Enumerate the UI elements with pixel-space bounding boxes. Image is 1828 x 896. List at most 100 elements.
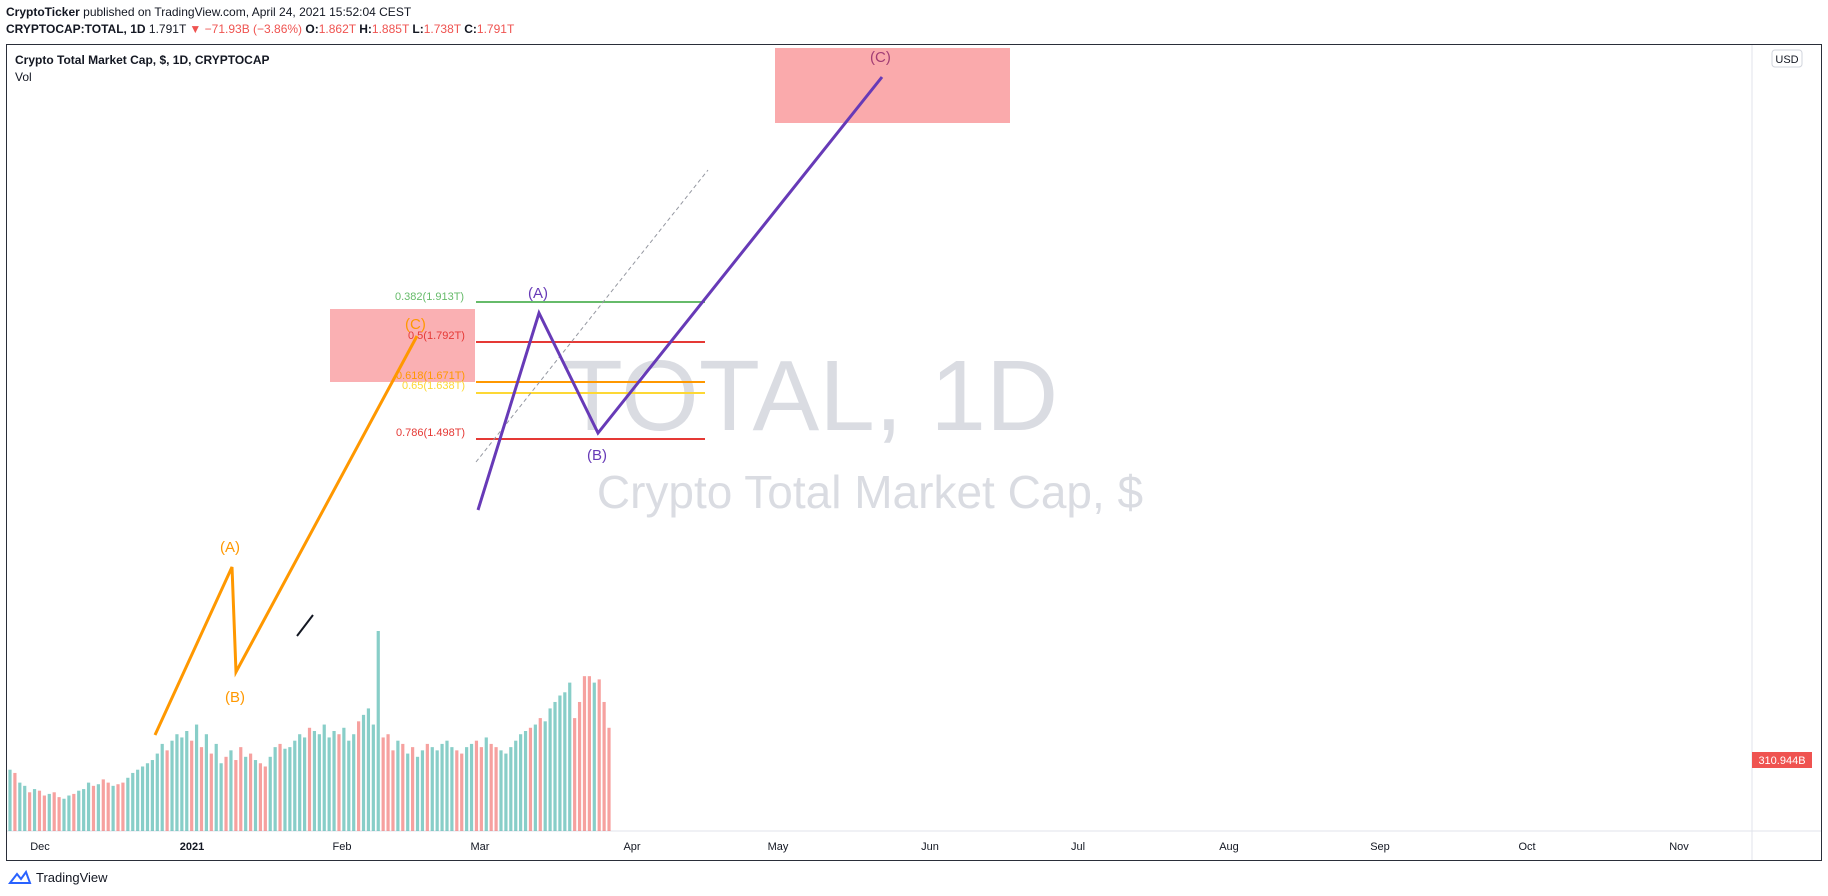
- volume-bar: [489, 743, 493, 831]
- high-value: 1.885T: [371, 22, 410, 36]
- time-tick-label: Mar: [471, 841, 490, 853]
- purple-wave-path[interactable]: [476, 76, 884, 511]
- volume-bar: [273, 747, 277, 831]
- volume-bar: [293, 740, 297, 831]
- volume-bar: [234, 760, 238, 831]
- volume-bar: [175, 734, 179, 831]
- volume-bar: [268, 756, 272, 831]
- volume-bar: [42, 795, 46, 831]
- time-tick-label: Jun: [921, 841, 939, 853]
- volume-bar: [504, 753, 508, 831]
- volume-bar: [337, 734, 341, 831]
- volume-bar: [553, 701, 557, 831]
- volume-bar: [82, 789, 86, 831]
- time-tick-label: Dec: [30, 841, 50, 853]
- fib-zone[interactable]: [330, 309, 475, 382]
- volume-bar: [435, 750, 439, 831]
- volume-bar: [199, 747, 204, 831]
- symbol-line: CRYPTOCAP:TOTAL, 1D: [6, 22, 146, 36]
- volume-bar: [484, 737, 488, 831]
- fib-label-0786: 0.786(1.498T): [396, 427, 465, 439]
- volume-bar: [597, 679, 601, 831]
- volume-bar: [224, 756, 228, 831]
- volume-bar: [106, 782, 110, 831]
- volume-bar: [190, 740, 194, 831]
- volume-bar: [357, 721, 361, 831]
- volume-bar: [352, 734, 356, 831]
- currency-button[interactable]: [1771, 49, 1803, 68]
- volume-bar: [32, 789, 37, 831]
- volume-bar: [278, 743, 282, 831]
- purple-wave-b: (B): [587, 447, 607, 464]
- volume-bar: [116, 784, 120, 831]
- volume-bar: [253, 760, 258, 831]
- volume-bar: [460, 753, 464, 831]
- volume-bar: [386, 734, 390, 831]
- volume-bar: [558, 695, 562, 831]
- volume-bar: [194, 724, 199, 831]
- volume-bar: [150, 760, 154, 831]
- volume-bar: [180, 737, 184, 831]
- volume-bar: [126, 777, 130, 831]
- volume-bar: [160, 743, 164, 831]
- volume-bar: [96, 784, 100, 831]
- volume-bar: [543, 721, 547, 831]
- volume-bar: [263, 766, 267, 831]
- volume-bar: [538, 718, 542, 831]
- volume-bar: [401, 743, 405, 831]
- volume-bar: [514, 740, 518, 831]
- volume-bar: [582, 676, 587, 831]
- volume-bar: [283, 748, 287, 831]
- volume-bar: [371, 724, 375, 831]
- volume-bar: [420, 750, 425, 831]
- volume-tag: [1752, 752, 1812, 768]
- orange-wave-path[interactable]: [153, 335, 419, 736]
- volume-bar: [465, 747, 469, 831]
- watermark-name: Crypto Total Market Cap, $: [597, 466, 1143, 518]
- close-value: 1.791T: [476, 22, 515, 36]
- volume-bar: [77, 790, 81, 831]
- volume-bar: [239, 747, 243, 831]
- volume-bar: [57, 797, 61, 831]
- volume-bar: [317, 734, 321, 831]
- fib-label-05: 0.5(1.792T): [408, 330, 465, 342]
- author-name[interactable]: CryptoTicker: [6, 5, 80, 19]
- volume-bar: [13, 772, 17, 831]
- purple-wave-a: (A): [528, 285, 548, 302]
- target-zone-c[interactable]: [775, 48, 1010, 123]
- change-arrow-icon: ▼: [189, 22, 202, 36]
- volume-bars: [8, 631, 611, 831]
- volume-bar: [361, 714, 366, 831]
- volume-bar: [548, 708, 552, 831]
- tradingview-footer[interactable]: TradingView: [8, 869, 108, 885]
- volume-bar: [528, 727, 533, 831]
- legend-vol[interactable]: Vol: [15, 70, 32, 84]
- volume-bar: [209, 753, 213, 831]
- volume-bar: [494, 747, 498, 831]
- chart-frame: [6, 44, 1822, 861]
- volume-bar: [229, 750, 233, 831]
- watermark-symbol: TOTAL, 1D: [562, 340, 1058, 452]
- volume-bar: [185, 731, 189, 831]
- time-tick-label: Oct: [1518, 841, 1535, 853]
- volume-bar: [573, 718, 577, 831]
- legend-title[interactable]: Crypto Total Market Cap, $, 1D, CRYPTOCA…: [15, 53, 270, 67]
- volume-bar: [391, 750, 395, 831]
- volume-bar: [322, 724, 326, 831]
- volume-bar: [101, 779, 105, 831]
- volume-bar: [244, 756, 248, 831]
- volume-bar: [607, 727, 611, 831]
- volume-bar: [342, 727, 346, 831]
- change-value: −71.93B (−3.86%): [204, 22, 303, 36]
- currency-button-label: USD: [1775, 54, 1798, 66]
- time-tick-label: Nov: [1669, 841, 1689, 853]
- volume-bar: [111, 785, 115, 831]
- volume-bar: [62, 798, 66, 831]
- volume-bar: [381, 737, 385, 831]
- volume-bar: [602, 701, 606, 831]
- volume-bar: [86, 782, 91, 831]
- volume-bar: [121, 782, 125, 831]
- fib-trend-line: [475, 169, 709, 463]
- volume-bar: [376, 631, 380, 831]
